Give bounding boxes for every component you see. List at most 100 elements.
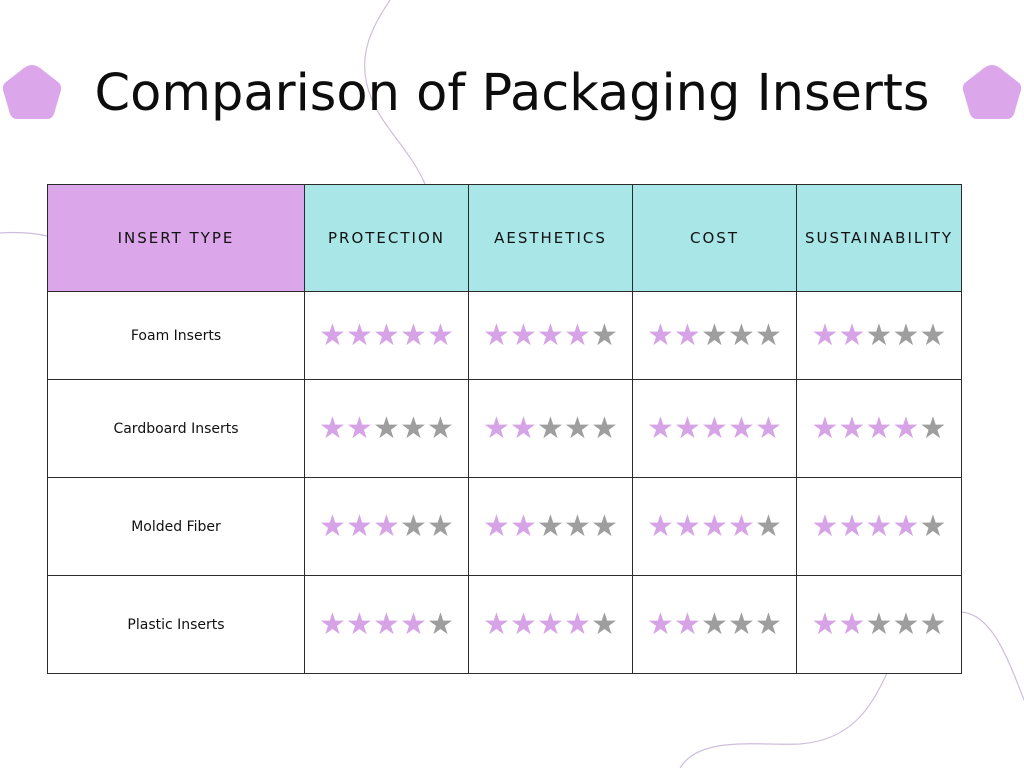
insert-name-cell: Foam Inserts xyxy=(47,291,305,380)
header-aesthetics: AESTHETICS xyxy=(468,184,633,292)
header-insert-type: INSERT TYPE xyxy=(47,184,305,292)
star-filled-icon: ★ xyxy=(674,508,701,544)
comparison-table: INSERT TYPE PROTECTION AESTHETICS COST S… xyxy=(47,184,962,674)
rating-cell-cost: ★★★★★ xyxy=(632,379,797,478)
star-filled-icon: ★ xyxy=(647,606,674,642)
star-filled-icon: ★ xyxy=(346,317,373,353)
pentagon-right-shape xyxy=(962,65,1022,119)
star-empty-icon: ★ xyxy=(537,410,564,446)
star-filled-icon: ★ xyxy=(510,606,537,642)
star-filled-icon: ★ xyxy=(892,410,920,446)
star-empty-icon: ★ xyxy=(919,410,947,446)
star-rating: ★★★★★ xyxy=(483,317,618,353)
star-filled-icon: ★ xyxy=(319,606,346,642)
rating-cell-protection: ★★★★★ xyxy=(304,379,469,478)
star-empty-icon: ★ xyxy=(400,508,427,544)
pentagon-left-shape xyxy=(2,65,62,119)
star-empty-icon: ★ xyxy=(865,606,893,642)
star-rating: ★★★★★ xyxy=(319,508,454,544)
star-filled-icon: ★ xyxy=(483,606,510,642)
star-empty-icon: ★ xyxy=(728,317,755,353)
star-rating: ★★★★★ xyxy=(811,317,947,353)
star-empty-icon: ★ xyxy=(755,508,782,544)
header-protection: PROTECTION xyxy=(304,184,469,292)
star-empty-icon: ★ xyxy=(564,410,591,446)
star-rating: ★★★★★ xyxy=(483,410,618,446)
star-rating: ★★★★★ xyxy=(319,410,454,446)
star-empty-icon: ★ xyxy=(865,317,893,353)
decorative-curve-left xyxy=(0,231,48,237)
star-empty-icon: ★ xyxy=(400,410,427,446)
star-filled-icon: ★ xyxy=(373,508,400,544)
star-filled-icon: ★ xyxy=(865,508,893,544)
star-empty-icon: ★ xyxy=(919,606,947,642)
star-filled-icon: ★ xyxy=(510,317,537,353)
rating-cell-sustainability: ★★★★★ xyxy=(796,379,962,478)
star-empty-icon: ★ xyxy=(755,606,782,642)
star-empty-icon: ★ xyxy=(427,410,454,446)
star-filled-icon: ★ xyxy=(373,317,400,353)
star-rating: ★★★★★ xyxy=(811,606,947,642)
star-empty-icon: ★ xyxy=(701,606,728,642)
star-filled-icon: ★ xyxy=(647,410,674,446)
star-filled-icon: ★ xyxy=(319,410,346,446)
star-empty-icon: ★ xyxy=(701,317,728,353)
star-rating: ★★★★★ xyxy=(483,606,618,642)
star-empty-icon: ★ xyxy=(591,410,618,446)
rating-cell-protection: ★★★★★ xyxy=(304,291,469,380)
star-filled-icon: ★ xyxy=(373,606,400,642)
star-filled-icon: ★ xyxy=(701,508,728,544)
star-rating: ★★★★★ xyxy=(647,508,782,544)
insert-name-cell: Molded Fiber xyxy=(47,477,305,576)
star-filled-icon: ★ xyxy=(728,410,755,446)
star-filled-icon: ★ xyxy=(674,410,701,446)
star-filled-icon: ★ xyxy=(674,317,701,353)
star-filled-icon: ★ xyxy=(701,410,728,446)
star-filled-icon: ★ xyxy=(865,410,893,446)
star-empty-icon: ★ xyxy=(591,508,618,544)
star-filled-icon: ★ xyxy=(510,410,537,446)
star-filled-icon: ★ xyxy=(400,317,427,353)
insert-name-cell: Cardboard Inserts xyxy=(47,379,305,478)
decorative-curve-bottom xyxy=(679,672,888,768)
star-empty-icon: ★ xyxy=(892,317,920,353)
star-filled-icon: ★ xyxy=(892,508,920,544)
star-filled-icon: ★ xyxy=(811,508,839,544)
insert-name-cell: Plastic Inserts xyxy=(47,575,305,674)
star-filled-icon: ★ xyxy=(564,606,591,642)
rating-cell-protection: ★★★★★ xyxy=(304,477,469,576)
rating-cell-aesthetics: ★★★★★ xyxy=(468,575,633,674)
star-filled-icon: ★ xyxy=(346,606,373,642)
star-filled-icon: ★ xyxy=(728,508,755,544)
star-filled-icon: ★ xyxy=(537,606,564,642)
table-header-row: INSERT TYPE PROTECTION AESTHETICS COST S… xyxy=(47,184,962,292)
star-filled-icon: ★ xyxy=(319,317,346,353)
rating-cell-protection: ★★★★★ xyxy=(304,575,469,674)
star-empty-icon: ★ xyxy=(537,508,564,544)
star-filled-icon: ★ xyxy=(811,606,839,642)
star-rating: ★★★★★ xyxy=(647,410,782,446)
star-filled-icon: ★ xyxy=(400,606,427,642)
star-rating: ★★★★★ xyxy=(647,317,782,353)
star-rating: ★★★★★ xyxy=(647,606,782,642)
star-filled-icon: ★ xyxy=(838,508,866,544)
star-filled-icon: ★ xyxy=(510,508,537,544)
star-filled-icon: ★ xyxy=(483,317,510,353)
star-rating: ★★★★★ xyxy=(319,317,454,353)
star-rating: ★★★★★ xyxy=(483,508,618,544)
rating-cell-cost: ★★★★★ xyxy=(632,575,797,674)
header-sustainability: SUSTAINABILITY xyxy=(796,184,962,292)
star-empty-icon: ★ xyxy=(892,606,920,642)
page-title: Comparison of Packaging Inserts xyxy=(94,64,930,123)
star-filled-icon: ★ xyxy=(811,317,839,353)
star-empty-icon: ★ xyxy=(564,508,591,544)
star-filled-icon: ★ xyxy=(755,410,782,446)
star-empty-icon: ★ xyxy=(919,317,947,353)
star-filled-icon: ★ xyxy=(427,317,454,353)
star-filled-icon: ★ xyxy=(346,508,373,544)
star-empty-icon: ★ xyxy=(427,508,454,544)
star-empty-icon: ★ xyxy=(919,508,947,544)
star-rating: ★★★★★ xyxy=(319,606,454,642)
star-filled-icon: ★ xyxy=(537,317,564,353)
decorative-curve-right xyxy=(961,611,1024,701)
